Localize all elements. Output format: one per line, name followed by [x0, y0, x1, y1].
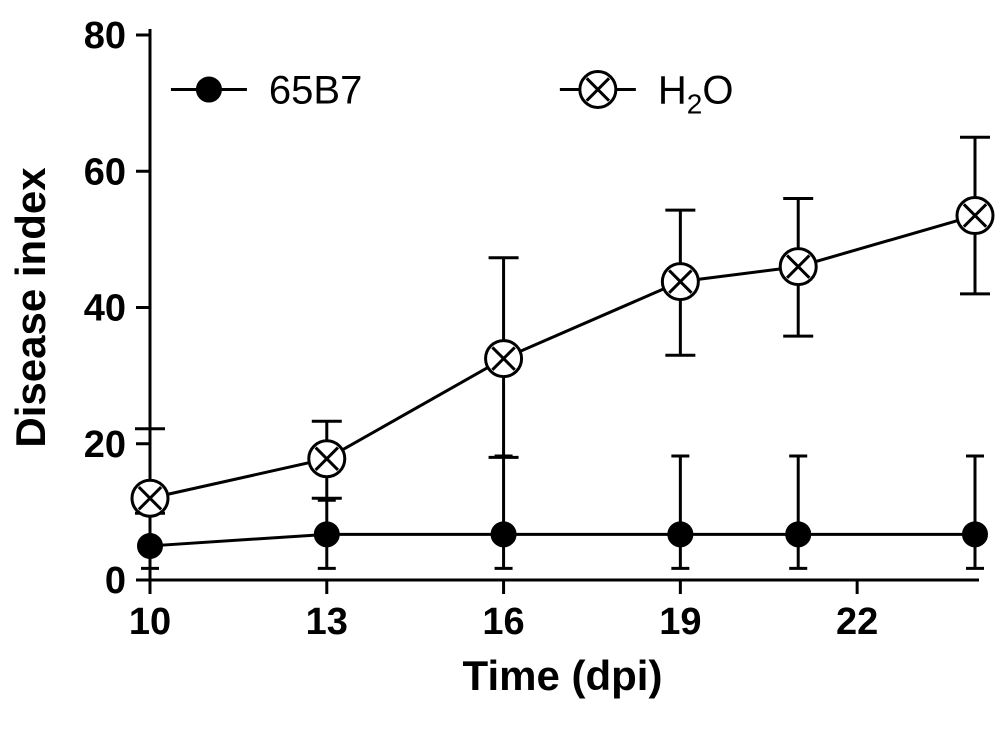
x-tick-label: 10 [129, 601, 171, 643]
y-tick-label: 40 [84, 288, 126, 330]
legend-label-65B7: 65B7 [269, 69, 362, 113]
x-tick-label: 22 [836, 601, 878, 643]
disease-index-chart: 0 20 40 60 80 10 13 16 19 22 Time (dpi) Disease ind… [0, 0, 1000, 734]
marker-65B7 [315, 522, 339, 546]
y-tick-label: 20 [84, 424, 126, 466]
x-axis-label: Time (dpi) [463, 652, 663, 699]
x-tick-label: 19 [659, 601, 701, 643]
y-tick-label: 0 [105, 560, 126, 602]
y-axis-label: Disease index [7, 167, 54, 448]
marker-65B7 [492, 522, 516, 546]
marker-65B7 [197, 78, 221, 102]
marker-65B7 [786, 522, 810, 546]
marker-65B7 [963, 522, 987, 546]
y-tick-label: 80 [84, 15, 126, 57]
x-tick-label: 13 [306, 601, 348, 643]
marker-65B7 [138, 534, 162, 558]
y-tick-label: 60 [84, 151, 126, 193]
marker-65B7 [668, 522, 692, 546]
x-tick-label: 16 [482, 601, 524, 643]
chart-svg: 0 20 40 60 80 10 13 16 19 22 Time (dpi) Disease ind… [0, 0, 1000, 734]
